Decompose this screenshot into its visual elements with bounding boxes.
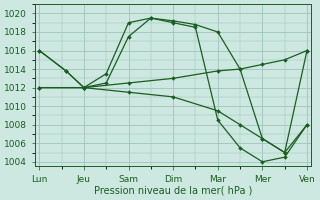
X-axis label: Pression niveau de la mer( hPa ): Pression niveau de la mer( hPa ) — [94, 186, 252, 196]
